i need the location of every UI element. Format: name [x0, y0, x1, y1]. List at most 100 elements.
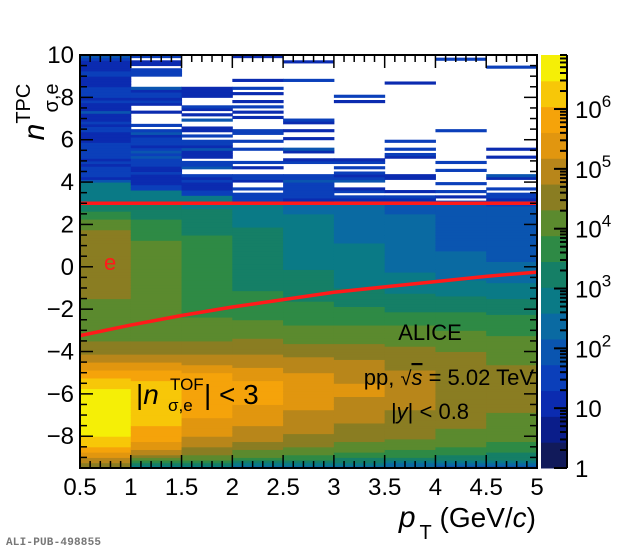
heatmap-cell	[80, 335, 132, 339]
heatmap-cell	[384, 174, 436, 178]
x-tick-label: 5	[530, 474, 543, 501]
heatmap-cell	[130, 375, 183, 379]
heatmap-cell	[283, 174, 335, 178]
heatmap-cell	[232, 269, 284, 273]
heatmap-cell	[486, 396, 538, 400]
heatmap-cell	[232, 454, 284, 458]
heatmap-cell	[130, 70, 183, 75]
heatmap-cell	[283, 182, 335, 186]
heatmap-cell	[486, 399, 538, 403]
heatmap-cell	[130, 152, 183, 157]
heatmap-cell	[181, 264, 233, 268]
x-axis-unit-close: )	[527, 502, 536, 533]
heatmap-cell	[435, 404, 487, 408]
heatmap-cell	[283, 354, 335, 358]
heatmap-cell	[232, 332, 284, 337]
heatmap-cell	[80, 343, 132, 347]
heatmap-cell	[486, 327, 538, 331]
heatmap-cell	[486, 375, 538, 379]
heatmap-cell	[384, 417, 436, 421]
heatmap-cell	[435, 314, 487, 318]
heatmap-cell	[333, 269, 386, 273]
heatmap-cell	[130, 309, 183, 313]
heatmap-cell	[283, 118, 335, 122]
heatmap-cell	[283, 208, 335, 212]
axis-ticks	[79, 54, 538, 468]
heatmap-cell	[435, 412, 487, 416]
x-tick-label: 3	[327, 474, 340, 501]
heatmap-cell	[181, 266, 233, 270]
heatmap-cell	[80, 449, 132, 453]
heatmap-cell	[333, 412, 386, 416]
heatmap-cell	[181, 428, 233, 432]
heatmap-cell	[384, 446, 436, 450]
heatmap-cell	[435, 457, 487, 461]
heatmap-cell	[181, 285, 233, 289]
heatmap-cell	[130, 282, 183, 286]
heatmap-cell	[232, 208, 284, 212]
heatmap-cell	[80, 97, 132, 101]
heatmap-cell	[232, 224, 284, 228]
heatmap-cell	[80, 332, 132, 337]
heatmap-cell	[384, 147, 436, 151]
heatmap-cell	[435, 57, 487, 61]
heatmap-cell	[333, 454, 386, 458]
heatmap-cell	[232, 428, 284, 432]
heatmap-cell	[283, 290, 335, 294]
heatmap-cell	[181, 192, 233, 196]
heatmap-cell	[435, 375, 487, 379]
heatmap-cell	[384, 261, 436, 265]
heatmap-cell	[384, 404, 436, 408]
heatmap-cell	[232, 412, 284, 416]
heatmap-cell	[130, 303, 183, 308]
heatmap-cell	[384, 269, 436, 273]
heatmap-cell	[283, 409, 335, 413]
heatmap-cell	[80, 250, 132, 255]
heatmap-cell	[435, 319, 487, 323]
heatmap-cell	[130, 184, 183, 188]
heatmap-cell	[80, 380, 132, 384]
heatmap-cell	[435, 409, 487, 413]
heatmap-cell	[435, 253, 487, 257]
heatmap-cell	[232, 420, 284, 424]
heatmap-cell	[80, 317, 132, 321]
heatmap-cell	[181, 465, 233, 469]
heatmap-cell	[181, 385, 233, 390]
heatmap-cell	[232, 293, 284, 297]
heatmap-cell	[232, 274, 284, 278]
heatmap-cell	[384, 280, 436, 284]
heatmap-cell	[181, 367, 233, 371]
heatmap-cell	[232, 295, 284, 300]
heatmap-cell	[181, 245, 233, 249]
heatmap-cell	[435, 452, 487, 456]
heatmap-cell	[435, 364, 487, 368]
heatmap-cell	[384, 425, 436, 429]
heatmap-cell	[181, 452, 233, 456]
heatmap-cell	[232, 380, 284, 384]
heatmap-cell	[181, 362, 233, 366]
heatmap-cell	[130, 274, 183, 278]
heatmap-cell	[181, 404, 233, 408]
heatmap-cell	[181, 354, 233, 358]
x-axis-sub: T	[420, 522, 432, 544]
heatmap-cell	[80, 351, 132, 355]
heatmap-cell	[130, 224, 183, 228]
heatmap-cell	[80, 422, 132, 427]
heatmap-cell	[181, 184, 233, 188]
heatmap-cell	[283, 272, 335, 276]
heatmap-cell	[181, 224, 233, 228]
heatmap-cell	[486, 401, 538, 405]
heatmap-cell	[435, 343, 487, 347]
heatmap-cell	[232, 174, 284, 178]
heatmap-cell	[283, 332, 335, 337]
heatmap-cell	[181, 287, 233, 292]
heatmap-cell	[333, 190, 386, 194]
heatmap-cell	[130, 174, 183, 178]
heatmap-cell	[80, 174, 132, 178]
heatmap-cell	[80, 383, 132, 387]
heatmap-cell	[283, 454, 335, 458]
heatmap-cell	[181, 359, 233, 363]
heatmap-cell	[435, 205, 487, 210]
heatmap-cell	[232, 232, 284, 236]
heatmap-cell	[80, 293, 132, 297]
